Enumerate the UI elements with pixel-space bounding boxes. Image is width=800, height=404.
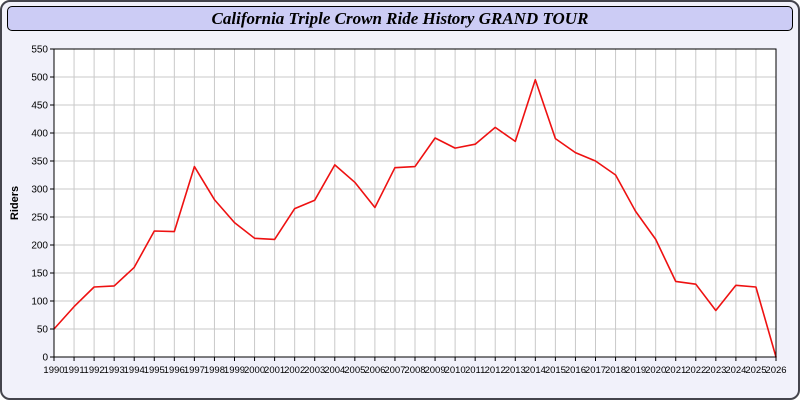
x-tick-label: 1990: [43, 365, 64, 376]
x-tick-label: 2001: [264, 365, 285, 376]
x-tick-label: 2002: [284, 365, 305, 376]
x-tick-label: 2015: [545, 365, 566, 376]
x-tick-label: 2023: [705, 365, 726, 376]
y-tick-label: 550: [31, 45, 48, 56]
x-tick-label: 2025: [745, 365, 766, 376]
x-tick-label: 2012: [485, 365, 506, 376]
y-tick-label: 400: [31, 129, 48, 140]
y-tick-label: 50: [37, 325, 49, 336]
x-tick-label: 2018: [605, 365, 626, 376]
x-tick-label: 2004: [324, 365, 345, 376]
x-tick-label: 1999: [224, 365, 245, 376]
x-tick-label: 1998: [204, 365, 225, 376]
x-tick-label: 2026: [765, 365, 786, 376]
x-tick-label: 1996: [164, 365, 185, 376]
y-axis-label: Riders: [9, 186, 21, 220]
x-tick-label: 2019: [625, 365, 646, 376]
chart-container: 0 50 100 150 200 250 300 350 400 450 500 550 1990 199…: [6, 39, 794, 404]
y-tick-label: 450: [31, 101, 48, 112]
x-tick-label: 2009: [424, 365, 445, 376]
x-tick-label: 2022: [685, 365, 706, 376]
x-tick-label: 2016: [565, 365, 586, 376]
y-tick-label: 350: [31, 157, 48, 168]
series-line-riders: [53, 78, 777, 358]
y-tick-label: 200: [31, 241, 48, 252]
y-tick-label: 100: [31, 297, 48, 308]
x-tick-label: 2005: [344, 365, 365, 376]
x-tick-label: 1994: [124, 365, 145, 376]
y-tick-label: 500: [31, 73, 48, 84]
x-tick-label: 2014: [525, 365, 546, 376]
x-tick-label: 2000: [244, 365, 265, 376]
x-tick-label: 2020: [645, 365, 666, 376]
x-tick-label: 2021: [665, 365, 686, 376]
x-tick-label: 1991: [63, 365, 84, 376]
x-tick-label: 1997: [184, 365, 205, 376]
x-tick-label: 2024: [725, 365, 746, 376]
x-tick-label: 2003: [304, 365, 325, 376]
x-tick-label: 2013: [505, 365, 526, 376]
x-tick-label: 2010: [445, 365, 466, 376]
y-tick-label: 150: [31, 269, 48, 280]
x-tick-label: 2008: [404, 365, 425, 376]
y-tick-label: 0: [42, 353, 48, 364]
x-tick-label: 2011: [465, 365, 485, 376]
x-tick-label: 1993: [104, 365, 125, 376]
chart-title: California Triple Crown Ride History GRA…: [7, 6, 793, 31]
x-tick-label: 2017: [585, 365, 606, 376]
y-tick-label: 300: [31, 185, 48, 196]
x-tick-label: 2007: [384, 365, 405, 376]
x-tick-label: 2006: [364, 365, 385, 376]
y-tick-label: 250: [31, 213, 48, 224]
x-tick-label: 1995: [144, 365, 165, 376]
x-tick-label: 1992: [84, 365, 105, 376]
riders-line-chart: 0501001502002503003504004505005501990199…: [9, 45, 787, 377]
